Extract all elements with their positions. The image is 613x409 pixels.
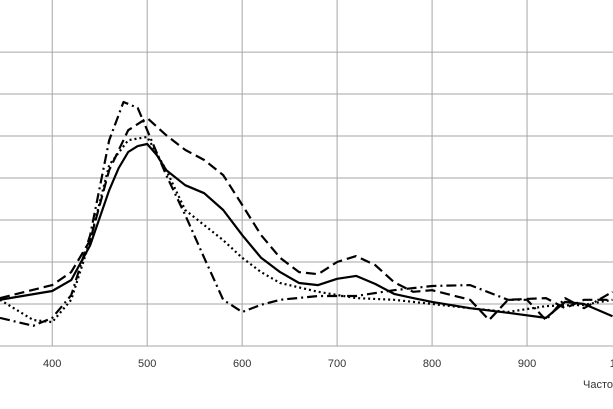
x-tick-label: 800 bbox=[423, 358, 441, 370]
series-line bbox=[0, 135, 613, 324]
x-tick-label: 700 bbox=[328, 358, 346, 370]
x-tick-label: 600 bbox=[233, 358, 251, 370]
x-tick-label: 900 bbox=[518, 358, 536, 370]
x-axis-label: Частота bbox=[583, 379, 613, 391]
series-line bbox=[0, 142, 613, 319]
series-line bbox=[0, 116, 613, 322]
x-tick-label: 500 bbox=[138, 358, 156, 370]
x-tick-label: 400 bbox=[43, 358, 61, 370]
x-tick-label: 1000 bbox=[610, 358, 613, 370]
